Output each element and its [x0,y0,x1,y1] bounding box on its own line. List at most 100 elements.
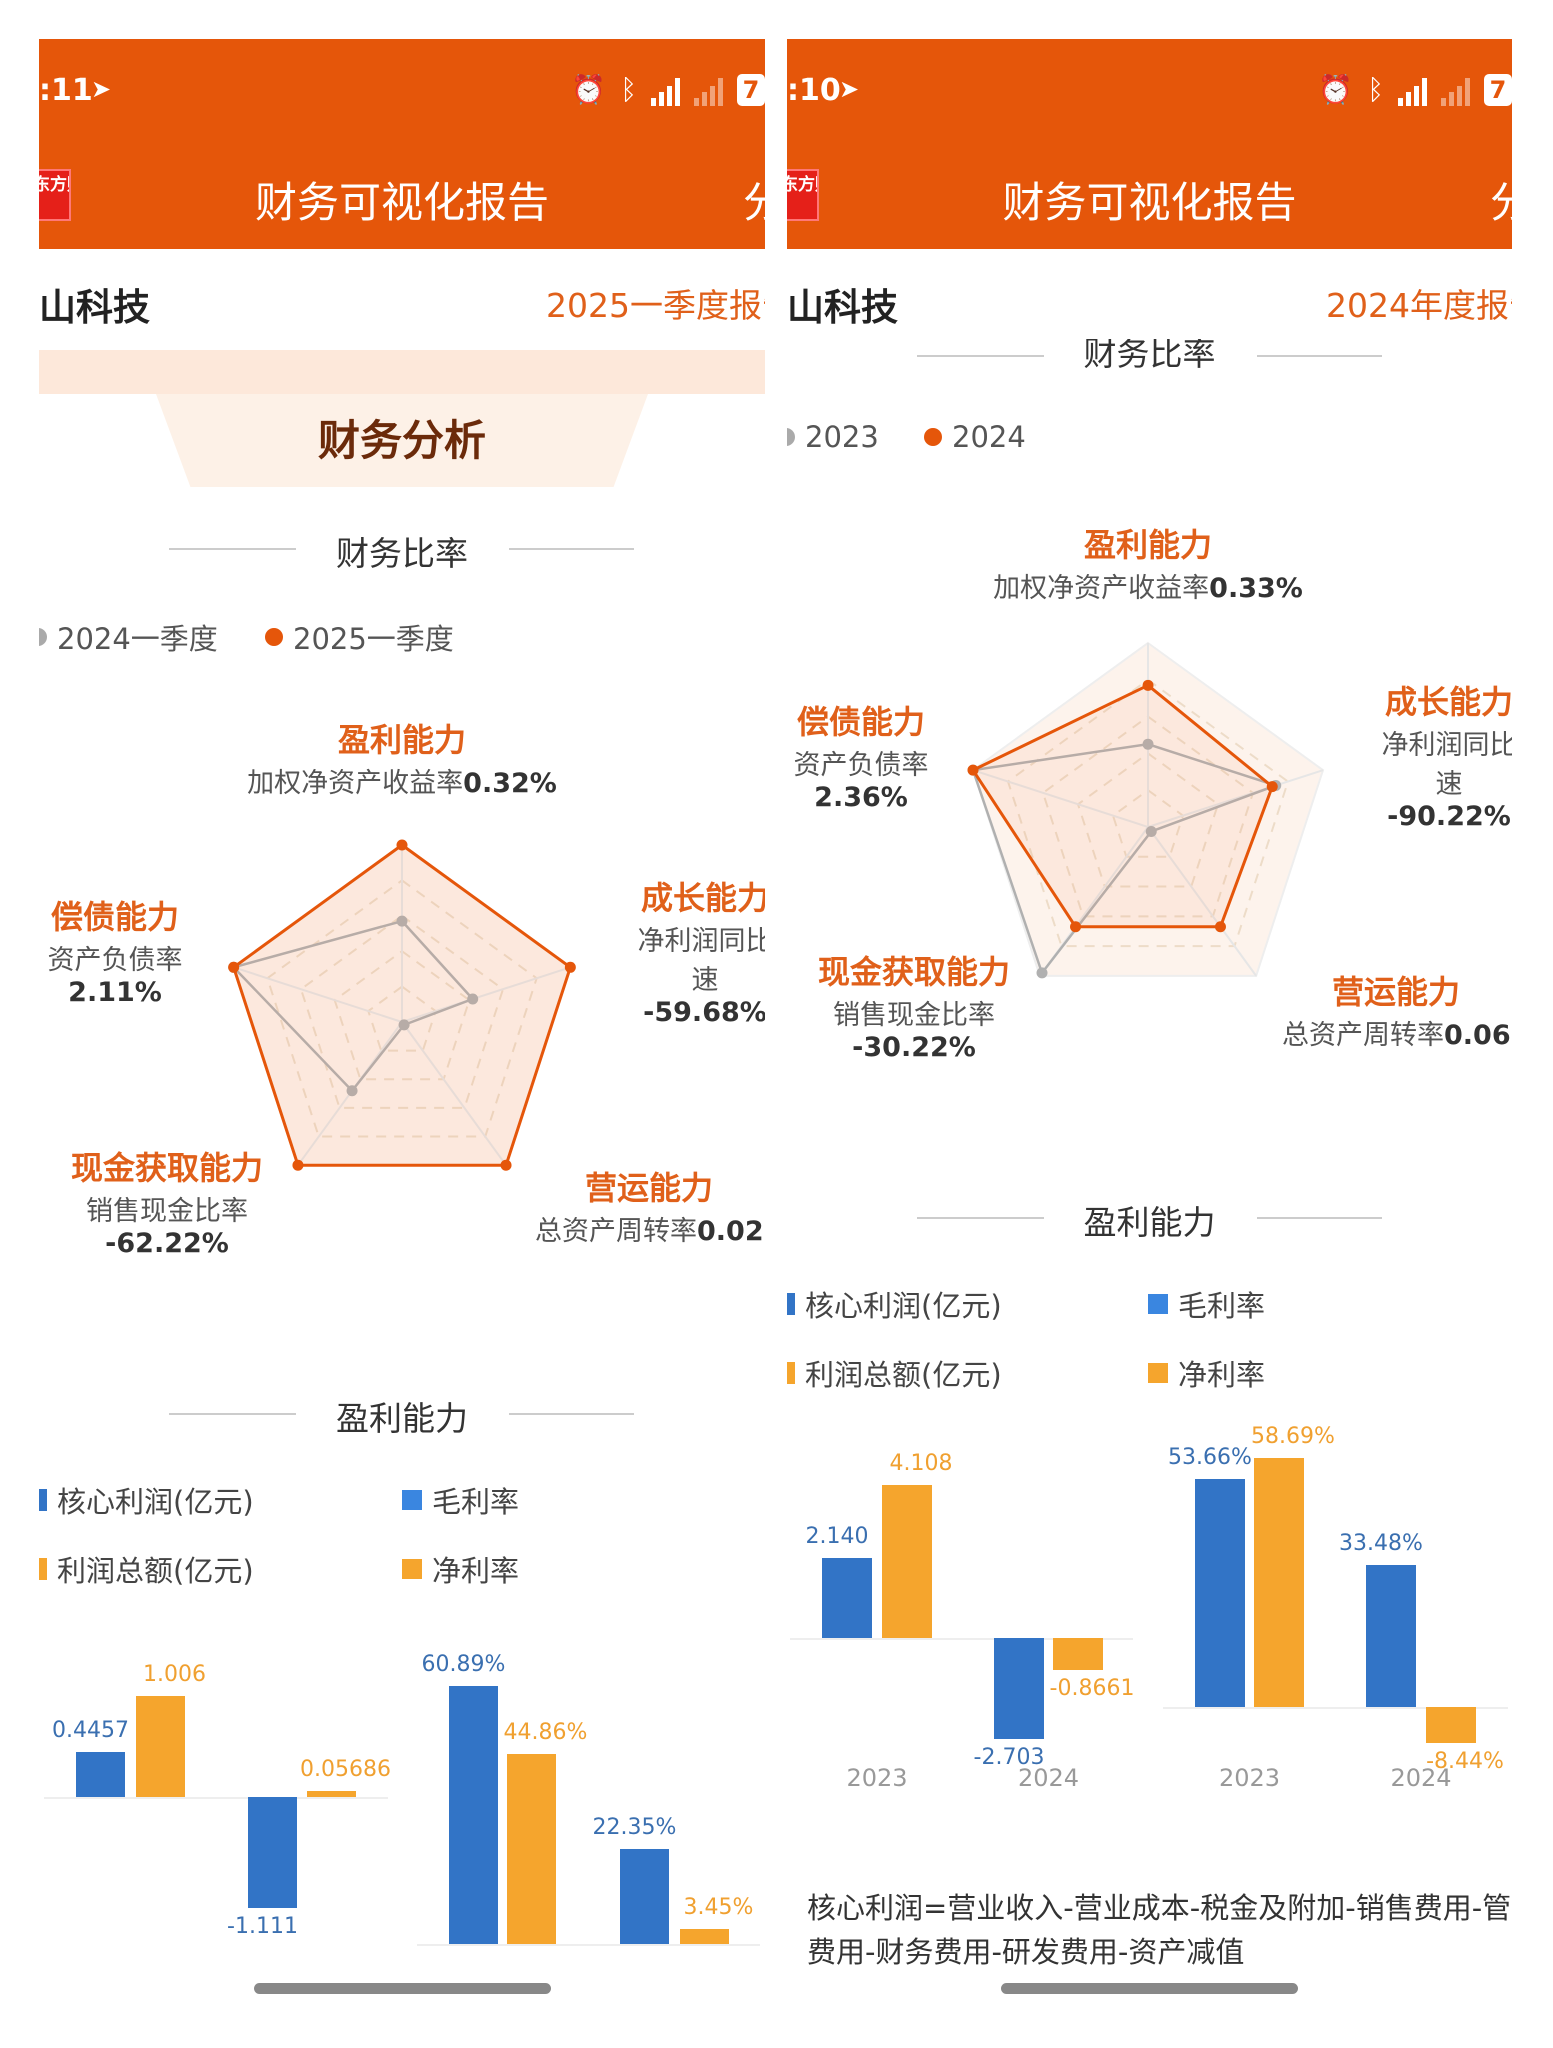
report-screen-q1: :11 ➤ ⏰ ᛒ 7 东方财富 财务可视化报告 分 山科技 2025一季度报告… [39,39,765,2001]
legend-label: 毛利率 [432,1485,520,1519]
report-period-selector[interactable]: 2025一季度报告 [546,286,765,325]
legend-core-profit[interactable]: 核心利润(亿元) [39,1479,254,1521]
bar-毛利率-0[interactable] [449,1686,498,1944]
bar-核心利润(亿元)-0[interactable] [76,1752,125,1797]
bar-value-label: 0.4457 [52,1718,129,1744]
radar-point-2025一季度-0 [396,839,408,851]
legend-label: 2024 [952,420,1026,454]
radar-point-2025一季度-1 [564,961,576,973]
bar-value-label: -1.111 [227,1914,298,1940]
metric-name: 净利润同比 [637,926,766,957]
bar-value-label: 1.006 [143,1662,206,1688]
page-title: 财务可视化报告 [1002,178,1297,227]
radar-point-2024-1 [1266,781,1278,793]
bar-净利率-0[interactable] [1254,1458,1304,1707]
metric-name: 资产负债率 [793,750,929,781]
radar-label-operation: 营运能力 总资产周转率0.06 [1282,967,1511,1052]
ratio-section-title: 财务比率 [336,534,468,573]
radar-axis-1 [1147,769,1324,828]
footnote-line-2: 费用-财务费用-研发费用-资产减值 [807,1935,1245,1969]
report-period-selector[interactable]: 2024年度报告 [1326,286,1512,325]
legend-core-profit[interactable]: 核心利润(亿元) [787,1283,1002,1325]
radar-axis-4 [972,769,1149,828]
bar-毛利率-0[interactable] [1195,1479,1245,1707]
legend-dot [39,628,47,646]
x-axis-line [790,1638,1133,1640]
legend-gross-margin[interactable]: 毛利率 [1148,1283,1265,1325]
legend-dot [924,428,942,446]
location-arrow-icon: ➤ [839,75,860,103]
page-title: 财务可视化报告 [254,178,549,227]
scrollbar[interactable] [254,1983,551,1994]
legend-item-current[interactable]: 2025一季度 [265,616,454,658]
battery-icon: 7 [737,74,765,106]
legend-item-prev[interactable]: 2024一季度 [39,616,218,658]
radar-point-2024-3 [1070,921,1082,933]
bar-利润总额(亿元)-1[interactable] [307,1791,356,1797]
radar-axis-title: 营运能力 [585,1169,714,1207]
divider [917,1217,1044,1219]
legend-item-current[interactable]: 2024 [924,420,1026,454]
radar-axis-2 [401,1021,507,1166]
share-button[interactable]: 分 [742,178,765,227]
category-label: 2023 [846,1764,908,1792]
legend-label: 2025一季度 [293,622,454,656]
radar-point-2024-4 [967,764,979,776]
section-banner [156,394,648,487]
footnote-line-1: 核心利润=营业收入-营业成本-税金及附加-销售费用-管理 [807,1891,1512,1925]
legend-item-prev[interactable]: 2023 [787,420,879,454]
metric-value: -30.22% [852,1032,976,1063]
legend-total-profit[interactable]: 利润总额(亿元) [39,1548,254,1590]
signal-icon [694,76,723,106]
bar-核心利润(亿元)-1[interactable] [994,1638,1044,1739]
radar-axis-title: 盈利能力 [1083,526,1213,564]
radar-point-2024一季度-1 [467,993,479,1005]
bar-利润总额(亿元)-1[interactable] [1053,1638,1103,1671]
radar-point-2023-0 [1142,738,1154,750]
ratio-section-header: 财务比率 [787,339,1512,419]
radar-axis-title: 现金获取能力 [70,1149,264,1187]
bar-净利率-1[interactable] [1426,1707,1476,1743]
divider [1257,1217,1382,1219]
bar-净利率-1[interactable] [680,1929,729,1944]
legend-label: 2024一季度 [57,622,218,656]
bar-value-label: 0.05686 [300,1757,391,1783]
legend-gross-margin[interactable]: 毛利率 [402,1479,519,1521]
radar-axis-title: 成长能力 [640,879,765,917]
radar-grid-ring [299,914,505,1109]
bar-毛利率-1[interactable] [1366,1565,1416,1707]
alarm-icon: ⏰ [1318,73,1354,106]
legend-net-margin[interactable]: 净利率 [1148,1352,1265,1394]
legend-net-margin[interactable]: 净利率 [402,1548,519,1590]
share-button[interactable]: 分 [1489,178,1512,227]
bar-核心利润(亿元)-0[interactable] [822,1558,872,1638]
bar-value-label: 58.69% [1251,1424,1335,1450]
radar-point-2024一季度-2 [398,1019,410,1031]
metric-value: -62.22% [105,1228,229,1259]
bar-value-label: 3.45% [683,1895,754,1921]
legend-label: 净利率 [1178,1358,1266,1392]
legend-label: 净利率 [432,1554,520,1588]
app-logo[interactable]: 东方财富 [787,169,819,221]
category-label: 2024 [1017,1764,1080,1792]
scrollbar[interactable] [1001,1983,1298,1994]
bar-利润总额(亿元)-0[interactable] [136,1696,185,1797]
legend-total-profit[interactable]: 利润总额(亿元) [787,1352,1002,1394]
radar-grid-ring [333,949,471,1081]
bar-净利率-0[interactable] [507,1754,556,1944]
legend-label: 利润总额(亿元) [57,1554,254,1588]
app-logo[interactable]: 东方财富 [39,169,71,221]
radar-label-operation: 营运能力 总资产周转率0.02 [535,1163,764,1248]
radar-label-profit: 盈利能力 加权净资产收益率0.33% [993,520,1303,605]
bar-毛利率-1[interactable] [620,1849,669,1944]
bar-核心利润(亿元)-1[interactable] [248,1797,297,1909]
radar-label-cash: 现金获取能力 销售现金比率 -30.22% [818,947,1010,1063]
legend-label: 2023 [805,420,879,454]
radar-grid-ring [1076,752,1220,888]
radar-chart [228,839,576,1171]
signal-5g-icon [651,76,680,106]
bar-利润总额(亿元)-0[interactable] [882,1485,932,1638]
location-arrow-icon: ➤ [91,75,112,103]
radar-series-2024一季度 [231,919,475,1093]
divider [169,1413,296,1415]
